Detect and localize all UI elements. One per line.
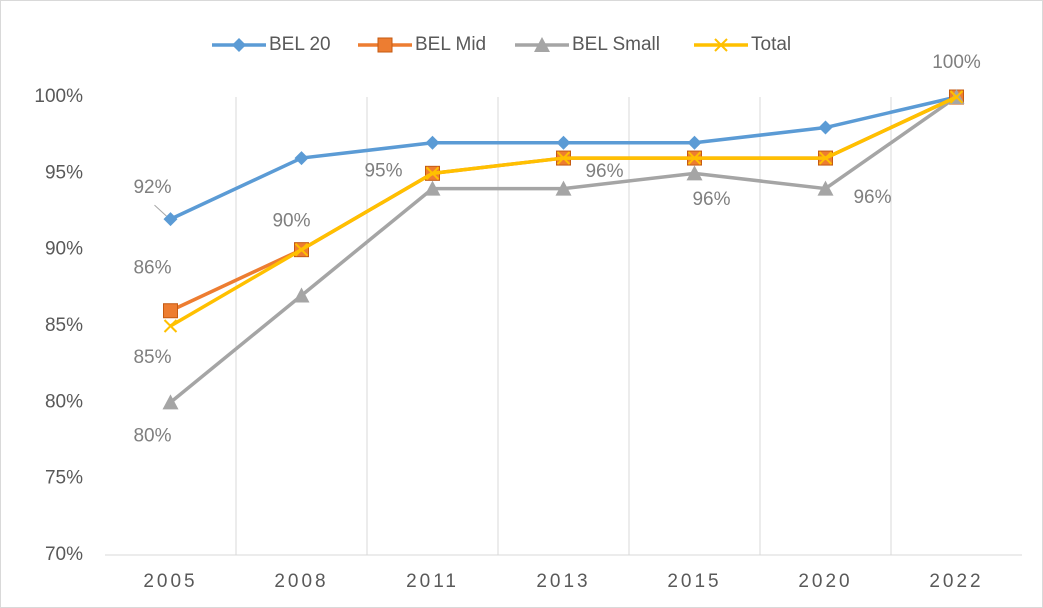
marker	[714, 38, 728, 52]
y-tick-label: 95%	[45, 162, 83, 183]
data-label: 96%	[585, 161, 623, 182]
marker	[686, 165, 703, 181]
marker	[818, 151, 833, 165]
x-tick-label: 2011	[406, 571, 459, 592]
marker	[687, 151, 702, 165]
y-tick-label: 75%	[45, 468, 83, 489]
data-label: 95%	[364, 160, 402, 181]
data-label: 80%	[133, 425, 171, 446]
marker	[232, 38, 246, 52]
data-label: 96%	[853, 187, 891, 208]
legend-label: Total	[751, 34, 791, 55]
legend-label: BEL 20	[269, 34, 331, 55]
x-tick-label: 2022	[929, 571, 983, 592]
marker	[293, 287, 310, 303]
marker	[949, 90, 964, 104]
marker	[163, 212, 178, 227]
marker	[162, 394, 179, 410]
legend-label: BEL Small	[572, 34, 660, 55]
x-tick-label: 2013	[536, 571, 590, 592]
data-label: 90%	[272, 211, 310, 232]
marker	[555, 180, 572, 196]
leader-line	[154, 204, 167, 217]
marker	[294, 151, 309, 166]
marker	[556, 135, 571, 150]
marker	[425, 135, 440, 150]
y-tick-label: 100%	[34, 86, 83, 107]
marker	[556, 151, 571, 165]
legend-label: BEL Mid	[415, 34, 486, 55]
data-label: 85%	[133, 347, 171, 368]
marker	[817, 180, 834, 196]
x-tick-label: 2005	[143, 571, 197, 592]
marker	[163, 303, 178, 319]
data-label: 86%	[133, 258, 171, 279]
data-label: 96%	[692, 189, 730, 210]
data-label: 92%	[133, 177, 171, 198]
data-label: 100%	[932, 52, 981, 73]
marker	[377, 37, 393, 53]
legend: BEL 20 BEL Mid BEL Small Total	[212, 34, 791, 55]
marker	[534, 37, 550, 52]
x-tick-label: 2020	[798, 571, 852, 592]
marker	[425, 166, 440, 181]
y-tick-label: 80%	[45, 391, 83, 412]
marker	[424, 180, 441, 196]
y-tick-label: 85%	[45, 315, 83, 336]
marker	[294, 242, 309, 257]
x-tick-label: 2015	[667, 571, 721, 592]
marker	[163, 319, 178, 333]
y-tick-label: 70%	[45, 544, 83, 565]
y-tick-label: 90%	[45, 239, 83, 260]
x-tick-label: 2008	[274, 571, 328, 592]
marker	[818, 120, 833, 135]
marker	[687, 135, 702, 150]
